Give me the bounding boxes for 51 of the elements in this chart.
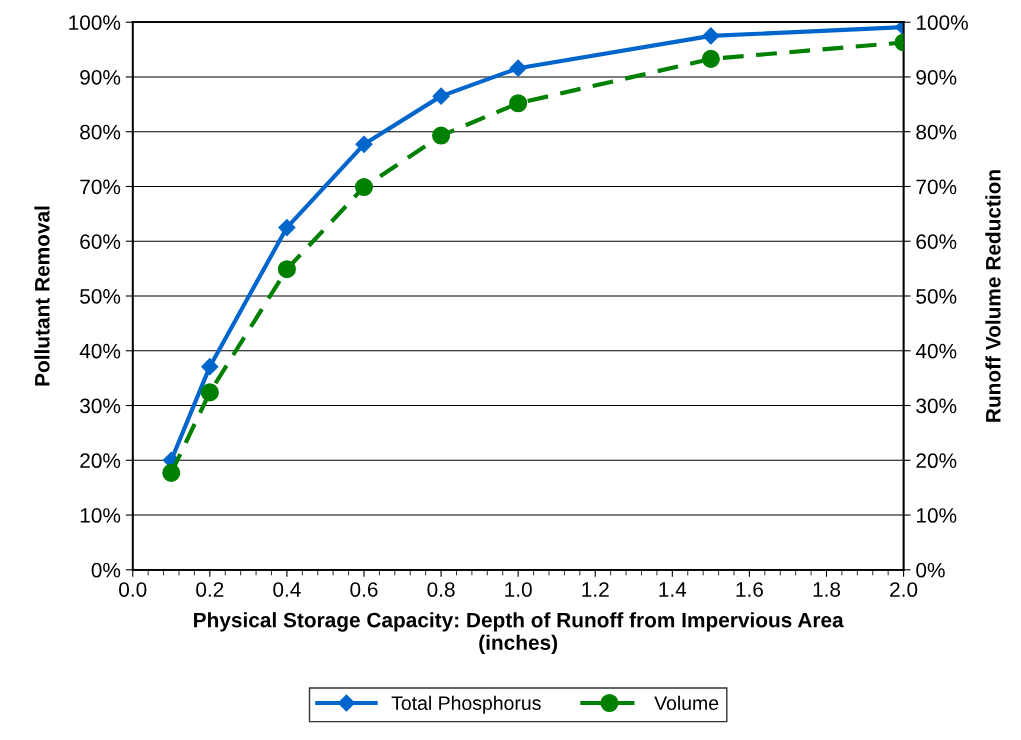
y-tick-label: 80%	[80, 124, 121, 140]
y-tick-label: 50%	[80, 289, 121, 304]
point	[432, 126, 451, 145]
y-tick-label: 0%	[91, 562, 121, 578]
y2-tick-label: 20%	[916, 453, 957, 469]
y-tick-label: 60%	[80, 234, 121, 249]
x-tick-label: 1.6	[736, 582, 763, 597]
y2-tick-label: 60%	[916, 234, 957, 249]
x-tick-label: 0.6	[350, 582, 378, 597]
point	[432, 87, 450, 105]
y2-tick-label: 100%	[916, 15, 968, 30]
x-tick-label: 1.4	[659, 582, 687, 597]
y2-tick-label: 10%	[916, 508, 957, 523]
y2-tick-label: 30%	[916, 398, 957, 414]
x-tick-label: 0.0	[119, 582, 147, 597]
x-tick-label: 2.0	[890, 582, 918, 597]
y-tick-label: 10%	[80, 508, 121, 523]
y2-tick-label: 70%	[916, 179, 957, 195]
legend-label: Total Phosphorus	[391, 695, 541, 714]
y2-tick-label: 40%	[915, 343, 957, 359]
point	[201, 358, 219, 376]
y-tick-label: 70%	[80, 179, 121, 195]
point	[277, 260, 296, 279]
point	[355, 135, 373, 153]
y-tick-label: 90%	[80, 69, 121, 85]
point	[278, 218, 296, 237]
y2-tick-label: 80%	[916, 124, 957, 140]
x-tick-label: 1.8	[813, 582, 841, 597]
point	[509, 94, 528, 113]
point	[509, 59, 527, 77]
y-tick-label: 40%	[79, 343, 121, 359]
y-tick-label: 100%	[69, 15, 121, 30]
y-axis-title: Pollutant Removal	[34, 206, 50, 386]
point	[354, 177, 374, 197]
y-tick-label: 20%	[80, 453, 121, 469]
x-tick-label: 0.2	[196, 582, 224, 597]
point	[701, 49, 720, 68]
x-tick-label: 0.8	[427, 582, 455, 597]
point	[200, 383, 219, 402]
y2-tick-label: 90%	[916, 69, 957, 85]
y2-tick-label: 0%	[916, 562, 945, 578]
x-tick-label: 0.4	[273, 582, 301, 597]
y2-axis-title: Runoff Volume Reduction	[985, 170, 1001, 422]
x-tick-label: 1.2	[582, 582, 609, 597]
legend-label: Volume	[654, 695, 719, 710]
point	[162, 463, 181, 482]
x-axis-title: Physical Storage Capacity: Depth of Runoff from Impervious Area (inches)	[194, 612, 844, 655]
point	[702, 27, 720, 45]
y-tick-label: 30%	[80, 398, 121, 414]
y2-tick-label: 50%	[916, 289, 957, 304]
x-tick-label: 1.0	[505, 582, 532, 597]
